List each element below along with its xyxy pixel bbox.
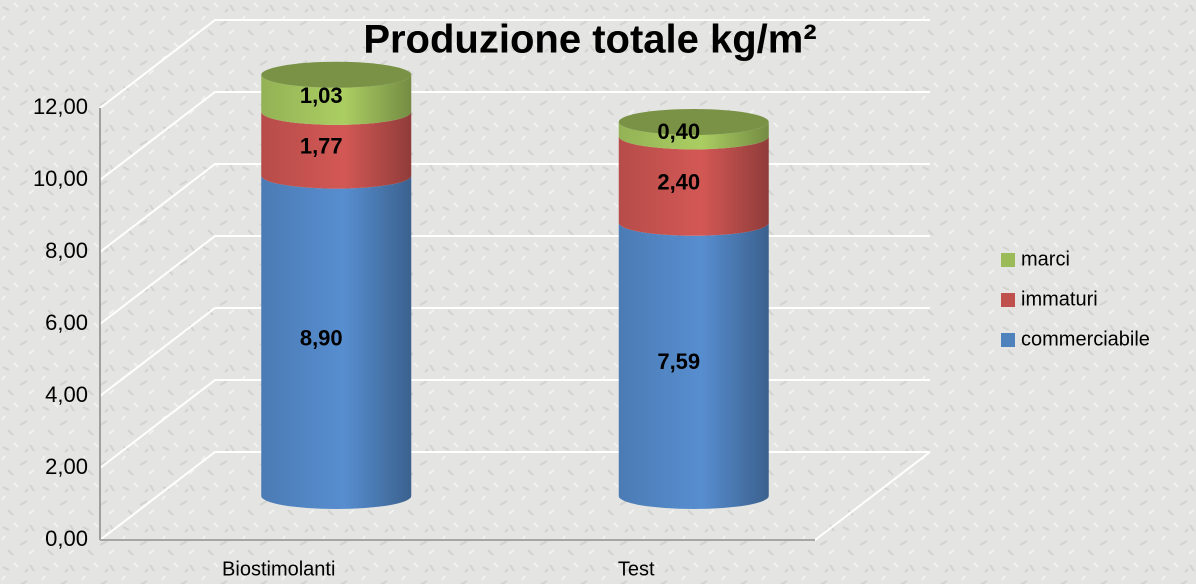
bar-segment	[261, 111, 412, 189]
bar-segment	[618, 136, 769, 236]
value-label: 8,90	[300, 326, 343, 351]
legend-swatch	[1001, 293, 1015, 307]
legend-label: marci	[1021, 248, 1070, 270]
bar-segment	[261, 175, 412, 509]
y-tick-label: 12,00	[33, 94, 88, 119]
grid-line	[99, 19, 930, 109]
value-label: 1,77	[300, 134, 343, 159]
y-tick-label: 10,00	[33, 166, 88, 191]
legend-swatch	[1001, 333, 1015, 347]
bar-top	[261, 61, 412, 88]
y-tick-label: 8,00	[45, 238, 88, 263]
value-label: 1,03	[300, 83, 343, 108]
grid-line	[99, 91, 930, 181]
legend-label: immaturi	[1021, 288, 1098, 310]
value-label: 0,40	[657, 119, 700, 144]
bar-segment	[618, 121, 769, 150]
y-tick-label: 6,00	[45, 310, 88, 335]
legend-label: commerciabile	[1021, 328, 1150, 350]
value-label: 2,40	[657, 169, 700, 194]
value-label: 7,59	[657, 349, 700, 374]
y-tick-label: 4,00	[45, 382, 88, 407]
y-tick-label: 2,00	[45, 454, 88, 479]
bar-top	[618, 108, 769, 135]
y-tick-label: 0,00	[45, 526, 88, 551]
legend-swatch	[1001, 253, 1015, 267]
bar-segment	[618, 222, 769, 509]
x-tick-label: Test	[618, 558, 655, 580]
chart-title: Produzione totale kg/m²	[363, 18, 816, 62]
bar-segment	[261, 74, 412, 125]
x-tick-label: Biostimolanti	[222, 558, 335, 580]
